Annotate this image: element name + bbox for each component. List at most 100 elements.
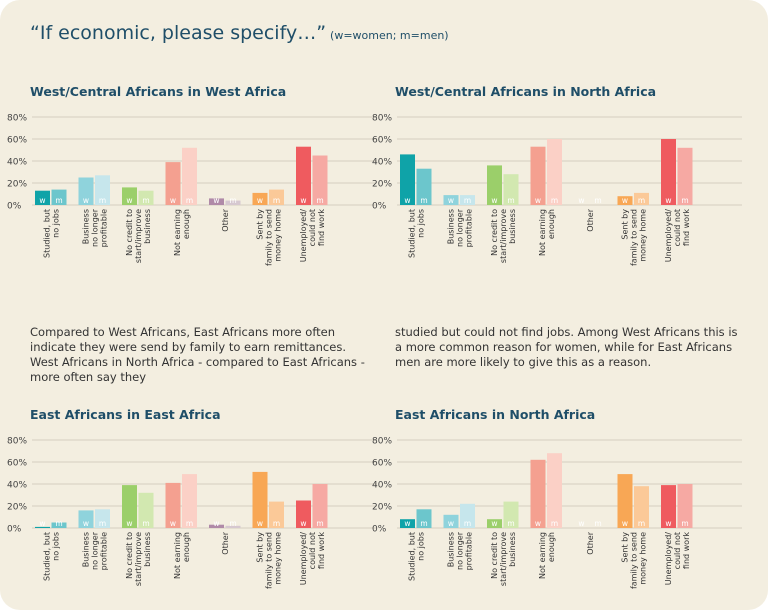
x-tick-label: No credit tostart/improvebusiness <box>125 209 152 263</box>
bar-label-w: w <box>300 519 306 528</box>
bar-label-m: m <box>55 196 62 205</box>
bar-label-m: m <box>186 196 193 205</box>
bar-label-m: m <box>464 519 471 528</box>
y-tick-label: 20% <box>7 503 27 513</box>
bar-label-w: w <box>257 519 263 528</box>
bar-w <box>78 510 94 528</box>
x-tick-label: Other <box>221 531 230 554</box>
bar-label-w: w <box>622 196 628 205</box>
x-tick-label: Sent byfamily to sendmoney home <box>255 532 282 589</box>
bar-w <box>122 187 137 205</box>
bar-label-m: m <box>638 519 645 528</box>
bar-label-w: w <box>170 196 176 205</box>
bar-label-m: m <box>316 196 323 205</box>
bar-m <box>138 190 154 205</box>
x-tick-label: Studied, butno jobs <box>407 209 425 258</box>
x-tick-label: Other <box>586 531 595 554</box>
bar-label-w: w <box>126 196 132 205</box>
bar-w <box>661 485 676 528</box>
y-tick-label: 20% <box>7 180 27 190</box>
x-tick-label: Businessno longerprofitable <box>446 208 473 247</box>
bar-label-w: w <box>83 196 89 205</box>
x-tick-label: Unemployed/could notfind work <box>299 209 326 263</box>
bar-w <box>530 146 546 205</box>
bar-w <box>617 196 633 205</box>
x-tick-label: Sent byfamily to sendmoney home <box>620 209 647 266</box>
bar-m <box>547 453 562 528</box>
y-tick-label: 80% <box>372 114 392 124</box>
bar-label-w: w <box>257 196 263 205</box>
bar-w <box>35 190 50 205</box>
bar-label-w: w <box>213 196 219 205</box>
text-left: Compared to West Africans, East Africans… <box>30 325 365 384</box>
y-tick-label: 60% <box>372 136 392 146</box>
bar-w <box>35 526 50 528</box>
y-tick-label: 20% <box>372 180 392 190</box>
y-tick-label: 0% <box>372 202 387 212</box>
bar-m <box>416 509 432 528</box>
bar-m <box>225 200 241 205</box>
bar-label-m: m <box>551 196 558 205</box>
panel-title-1: West/Central Africans in North Africa <box>395 84 657 99</box>
bar-w <box>617 474 633 528</box>
bar-m <box>503 501 519 528</box>
x-tick-label: Not earningenough <box>173 532 191 579</box>
y-tick-label: 20% <box>372 503 392 513</box>
bar-label-m: m <box>594 519 601 528</box>
y-tick-label: 0% <box>7 525 22 535</box>
panel-title-2: East Africans in East Africa <box>30 407 221 422</box>
x-tick-label: Other <box>221 208 230 231</box>
y-tick-label: 60% <box>7 459 27 469</box>
bar-w <box>443 195 459 205</box>
bar-w <box>487 165 502 205</box>
bar-label-m: m <box>420 196 427 205</box>
bar-m <box>312 484 328 528</box>
x-tick-label: Other <box>586 208 595 231</box>
bar-label-m: m <box>551 519 558 528</box>
bar-w <box>165 482 181 528</box>
bar-m <box>51 189 67 205</box>
title-subtitle: (w=women; m=men) <box>330 29 449 42</box>
x-tick-label: Unemployed/could notfind work <box>664 532 691 586</box>
x-tick-label: Studied, butno jobs <box>42 532 60 581</box>
bar-label-m: m <box>464 196 471 205</box>
bar-w <box>530 459 546 528</box>
bar-label-m: m <box>316 519 323 528</box>
y-tick-label: 40% <box>372 481 392 491</box>
bar-m <box>460 503 475 528</box>
bar-m <box>51 522 67 528</box>
bar-m <box>634 486 649 528</box>
bar-m <box>269 501 284 528</box>
bar-label-w: w <box>39 196 45 205</box>
bar-w <box>165 162 181 205</box>
y-tick-label: 80% <box>7 114 27 124</box>
bar-w <box>78 177 94 205</box>
y-tick-label: 60% <box>372 459 392 469</box>
bar-label-m: m <box>273 519 280 528</box>
x-tick-label: Businessno longerprofitable <box>81 208 108 247</box>
bar-label-w: w <box>622 519 628 528</box>
bar-m <box>182 474 197 528</box>
bar-label-w: w <box>665 196 671 205</box>
bar-label-m: m <box>229 519 236 528</box>
bar-label-m: m <box>681 519 688 528</box>
x-tick-label: No credit tostart/improvebusiness <box>125 532 152 586</box>
bar-label-w: w <box>535 519 541 528</box>
y-tick-label: 0% <box>372 525 387 535</box>
bar-label-m: m <box>507 519 514 528</box>
bar-w <box>661 139 676 205</box>
bar-label-w: w <box>448 519 454 528</box>
bar-m <box>460 195 475 205</box>
page-title: “If economic, please specify…” (w=women; … <box>30 22 449 44</box>
y-tick-label: 80% <box>372 437 392 447</box>
x-tick-label: Sent byfamily to sendmoney home <box>620 532 647 589</box>
bar-label-m: m <box>229 196 236 205</box>
bar-w <box>443 514 459 528</box>
bar-w <box>252 192 268 205</box>
x-tick-label: Unemployed/could notfind work <box>664 209 691 263</box>
y-tick-label: 0% <box>7 202 22 212</box>
bar-m <box>416 168 432 205</box>
bar-label-w: w <box>404 519 410 528</box>
bar-label-w: w <box>170 519 176 528</box>
title-text: “If economic, please specify…” <box>30 22 327 44</box>
